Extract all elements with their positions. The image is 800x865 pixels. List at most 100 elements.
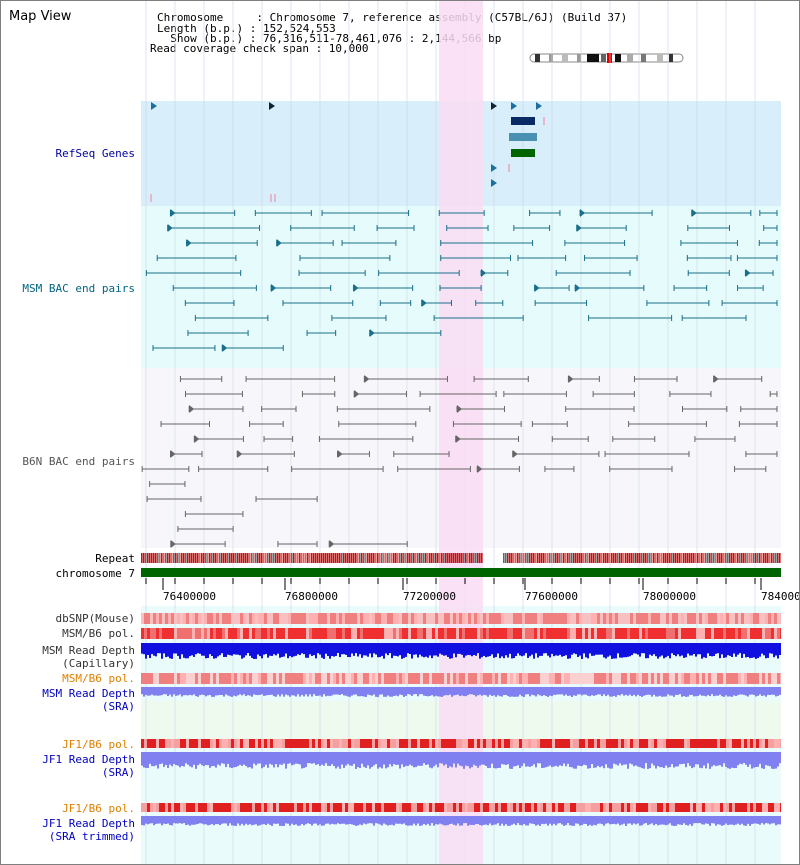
read-depth-bin bbox=[391, 752, 393, 767]
repeat-mark bbox=[271, 553, 273, 563]
chromosome-ideogram[interactable] bbox=[529, 52, 685, 64]
polymorphism-bin bbox=[582, 673, 585, 684]
read-depth-bin bbox=[169, 643, 171, 659]
read-depth-bin bbox=[287, 643, 289, 659]
read-depth-bin bbox=[655, 752, 657, 769]
polymorphism-bin bbox=[780, 803, 781, 812]
polymorphism-bin bbox=[426, 628, 429, 639]
polymorphism-bin bbox=[741, 739, 744, 748]
read-depth-bin bbox=[321, 687, 323, 697]
read-depth-bin bbox=[315, 687, 317, 696]
polymorphism-bin bbox=[732, 803, 735, 812]
read-depth-bin bbox=[605, 752, 607, 765]
polymorphism-bin bbox=[663, 613, 666, 624]
track-label-refseq[interactable]: RefSeq Genes bbox=[55, 147, 135, 160]
read-depth-bin bbox=[651, 687, 653, 697]
polymorphism-bin bbox=[369, 628, 372, 639]
polymorphism-bin bbox=[423, 673, 426, 684]
read-depth-bin bbox=[227, 687, 229, 696]
read-depth-bin bbox=[475, 687, 477, 697]
repeat-mark bbox=[623, 553, 625, 563]
read-depth-bin bbox=[153, 816, 155, 826]
read-depth-bin bbox=[703, 687, 705, 696]
polymorphism-bin bbox=[501, 613, 504, 624]
bac-arrow bbox=[576, 224, 582, 232]
polymorphism-bin bbox=[612, 803, 615, 812]
read-depth-bin bbox=[611, 687, 613, 697]
read-depth-bin bbox=[345, 752, 347, 766]
polymorphism-bin bbox=[159, 673, 162, 684]
polymorphism-bin bbox=[396, 628, 399, 639]
read-depth-bin bbox=[361, 643, 363, 658]
read-depth-bin bbox=[737, 752, 739, 766]
polymorphism-bin bbox=[591, 673, 594, 684]
read-depth-bin bbox=[511, 752, 513, 769]
polymorphism-bin bbox=[339, 628, 342, 639]
polymorphism-bin bbox=[666, 613, 669, 624]
polymorphism-bin bbox=[693, 628, 696, 639]
repeat-mark bbox=[663, 553, 665, 563]
axis-tick-label: 76800000 bbox=[285, 590, 338, 603]
read-depth-bin bbox=[735, 816, 737, 825]
read-depth-bin bbox=[185, 643, 187, 659]
repeat-mark bbox=[297, 553, 299, 563]
polymorphism-bin bbox=[471, 628, 474, 639]
polymorphism-bin bbox=[537, 803, 540, 812]
repeat-mark bbox=[411, 553, 413, 563]
read-depth-bin bbox=[367, 643, 369, 657]
polymorphism-bin bbox=[648, 613, 651, 624]
read-depth-bin bbox=[461, 687, 463, 696]
read-depth-bin bbox=[473, 643, 475, 655]
read-depth-bin bbox=[613, 752, 615, 764]
read-depth-bin bbox=[325, 816, 327, 824]
read-depth-bin bbox=[355, 687, 357, 695]
polymorphism-bin bbox=[555, 628, 558, 639]
read-depth-bin bbox=[399, 816, 401, 824]
polymorphism-bin bbox=[288, 739, 291, 748]
repeat-mark bbox=[559, 553, 561, 563]
polymorphism-bin bbox=[537, 613, 540, 624]
read-depth-bin bbox=[671, 687, 673, 696]
polymorphism-bin bbox=[426, 739, 429, 748]
track-label-msm-bac[interactable]: MSM BAC end pairs bbox=[22, 282, 135, 295]
read-depth-bin bbox=[489, 816, 491, 824]
read-depth-bin bbox=[487, 687, 489, 697]
repeat-mark bbox=[173, 553, 175, 563]
read-depth-bin bbox=[655, 643, 657, 657]
repeat-mark bbox=[713, 553, 715, 563]
read-depth-bin bbox=[203, 816, 205, 825]
read-depth-bin bbox=[533, 752, 535, 765]
repeat-mark bbox=[283, 553, 285, 563]
read-depth-bin bbox=[709, 816, 711, 826]
polymorphism-bin bbox=[147, 803, 150, 812]
read-depth-bin bbox=[639, 752, 641, 768]
read-depth-bin bbox=[455, 816, 457, 826]
read-depth-bin bbox=[343, 816, 345, 824]
polymorphism-bin bbox=[195, 628, 198, 639]
polymorphism-bin bbox=[564, 739, 567, 748]
polymorphism-bin bbox=[237, 673, 240, 684]
read-depth-bin bbox=[573, 687, 575, 696]
read-depth-bin bbox=[559, 752, 561, 766]
repeat-mark bbox=[523, 553, 525, 563]
read-depth-bin bbox=[395, 752, 397, 765]
repeat-mark bbox=[389, 553, 391, 563]
repeat-mark bbox=[531, 553, 533, 563]
read-depth-bin bbox=[761, 816, 763, 824]
read-depth-bin bbox=[693, 816, 695, 824]
track-area[interactable]: 76400000 76800000 77200000 77600000 7800… bbox=[141, 1, 799, 864]
polymorphism-bin bbox=[477, 673, 480, 684]
read-depth-bin bbox=[211, 816, 213, 825]
tracks-canvas[interactable] bbox=[141, 1, 781, 864]
read-depth-bin bbox=[423, 687, 425, 696]
polymorphism-bin bbox=[177, 628, 180, 639]
track-label-b6n-bac[interactable]: B6N BAC end pairs bbox=[22, 455, 135, 468]
polymorphism-bin bbox=[408, 613, 411, 624]
read-depth-bin bbox=[487, 752, 489, 769]
read-depth-bin bbox=[647, 816, 649, 826]
read-depth-bin bbox=[665, 752, 667, 766]
read-depth-bin bbox=[305, 752, 307, 767]
read-depth-bin bbox=[265, 643, 267, 654]
polymorphism-bin bbox=[459, 673, 462, 684]
read-depth-bin bbox=[551, 643, 553, 654]
